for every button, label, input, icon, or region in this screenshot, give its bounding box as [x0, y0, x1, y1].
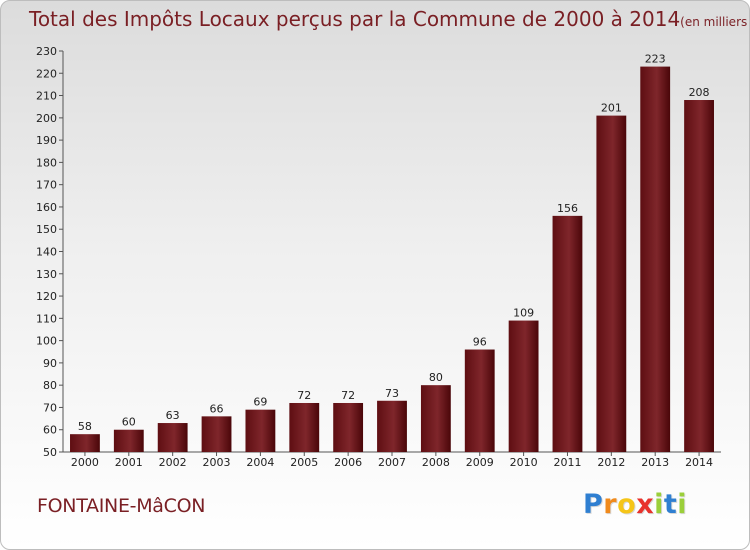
bar-2003 — [201, 416, 232, 452]
bar-value-label: 96 — [473, 336, 487, 349]
bar-value-label: 58 — [78, 420, 92, 433]
logo-letter: P — [583, 489, 604, 520]
y-tick-label: 170 — [36, 179, 57, 192]
y-tick-label: 150 — [36, 223, 57, 236]
y-tick-label: 50 — [43, 446, 57, 459]
y-tick-label: 80 — [43, 379, 57, 392]
x-tick-label: 2001 — [115, 456, 143, 469]
bar-2014 — [684, 100, 714, 452]
y-tick-label: 230 — [36, 45, 57, 58]
bar-2013 — [640, 66, 671, 452]
bars — [70, 66, 714, 452]
y-tick-label: 90 — [43, 357, 57, 370]
y-tick-label: 190 — [36, 134, 57, 147]
x-tick-label: 2008 — [422, 456, 450, 469]
bar-2005 — [289, 402, 320, 452]
y-tick-label: 70 — [43, 401, 57, 414]
logo-letter: r — [603, 489, 618, 520]
y-tick-label: 130 — [36, 268, 57, 281]
bar-value-label: 208 — [689, 86, 710, 99]
x-tick-label: 2009 — [466, 456, 494, 469]
bar-2012 — [596, 115, 627, 452]
x-tick-label: 2006 — [334, 456, 362, 469]
x-tick-label: 2007 — [378, 456, 406, 469]
bar-value-label: 73 — [385, 387, 399, 400]
x-tick-label: 2000 — [71, 456, 99, 469]
bar-2000 — [70, 434, 100, 452]
y-tick-label: 220 — [36, 67, 57, 80]
bar-value-label: 72 — [297, 389, 311, 402]
x-tick-label: 2011 — [553, 456, 581, 469]
data-labels: 58 60 63 66 69 72 72 73 80 96 109 156 201 223 208 — [78, 53, 710, 434]
x-tick-label: 2010 — [510, 456, 538, 469]
logo-letter: x — [636, 489, 655, 520]
bar-2001 — [113, 429, 144, 452]
x-tick-label: 2005 — [290, 456, 318, 469]
bar-2008 — [420, 385, 451, 452]
logo-letter: i — [677, 489, 688, 520]
bar-2006 — [333, 402, 364, 452]
x-tick-label: 2013 — [641, 456, 669, 469]
x-tick-label: 2004 — [246, 456, 274, 469]
y-tick-label: 200 — [36, 112, 57, 125]
y-tick-label: 110 — [36, 312, 57, 325]
logo-letter: i — [654, 489, 664, 520]
proxiti-logo: Proxiti — [583, 489, 687, 520]
bar-value-label: 156 — [557, 202, 578, 215]
y-tick-label: 210 — [36, 90, 57, 103]
bar-value-label: 109 — [513, 307, 534, 320]
y-tick-label: 180 — [36, 156, 57, 169]
logo-letter: t — [663, 489, 678, 520]
chart-title: Total des Impôts Locaux perçus par la Co… — [29, 7, 749, 31]
title-main: Total des Impôts Locaux perçus par la Co… — [29, 7, 681, 31]
bar-2004 — [245, 409, 276, 452]
bar-value-label: 66 — [210, 402, 224, 415]
bar-2011 — [552, 215, 583, 452]
bar-2009 — [464, 349, 495, 452]
y-tick-label: 100 — [36, 335, 57, 348]
y-tick-label: 140 — [36, 246, 57, 259]
bar-value-label: 60 — [122, 416, 136, 429]
bar-value-label: 80 — [429, 371, 443, 384]
logo-letter: o — [617, 489, 637, 520]
y-tick-label: 160 — [36, 201, 57, 214]
bar-2010 — [508, 320, 539, 452]
x-tick-label: 2012 — [597, 456, 625, 469]
bar-value-label: 72 — [341, 389, 355, 402]
bar-value-label: 63 — [166, 409, 180, 422]
y-tick-label: 60 — [43, 424, 57, 437]
x-tick-label: 2002 — [159, 456, 187, 469]
bar-2002 — [157, 423, 188, 452]
x-tick-label: 2003 — [203, 456, 231, 469]
bar-value-label: 223 — [645, 53, 666, 66]
commune-name: FONTAINE-MâCON — [37, 495, 206, 517]
bar-value-label: 201 — [601, 102, 622, 115]
axes: 50 60 70 80 90 100 110 120 130 140 150 160 170 180 190… — [36, 45, 721, 469]
x-tick-label: 2014 — [685, 456, 713, 469]
bar-2007 — [377, 400, 407, 452]
y-tick-label: 120 — [36, 290, 57, 303]
bar-value-label: 69 — [253, 396, 267, 409]
title-unit: (en milliers d'€) — [680, 15, 749, 29]
